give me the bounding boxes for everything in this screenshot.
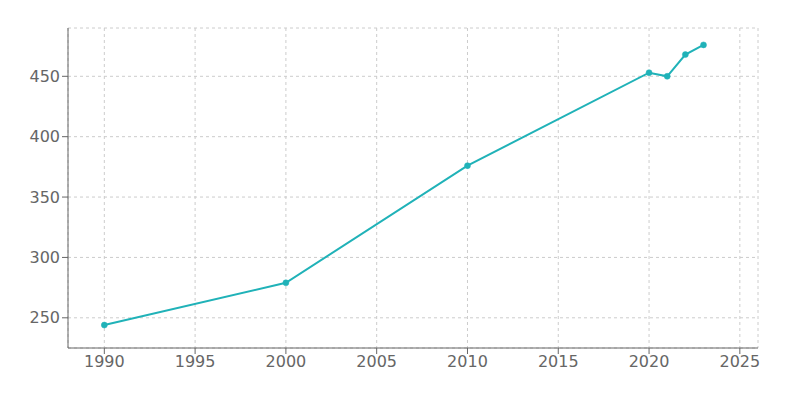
svg-text:2000: 2000 <box>266 352 307 371</box>
svg-text:450: 450 <box>29 67 60 86</box>
svg-text:1995: 1995 <box>175 352 216 371</box>
svg-text:1990: 1990 <box>84 352 125 371</box>
svg-text:2010: 2010 <box>447 352 488 371</box>
svg-text:2005: 2005 <box>356 352 397 371</box>
svg-text:2015: 2015 <box>538 352 579 371</box>
svg-text:2025: 2025 <box>719 352 760 371</box>
svg-text:300: 300 <box>29 248 60 267</box>
svg-text:2020: 2020 <box>629 352 670 371</box>
svg-text:250: 250 <box>29 308 60 327</box>
svg-text:350: 350 <box>29 188 60 207</box>
svg-text:400: 400 <box>29 127 60 146</box>
